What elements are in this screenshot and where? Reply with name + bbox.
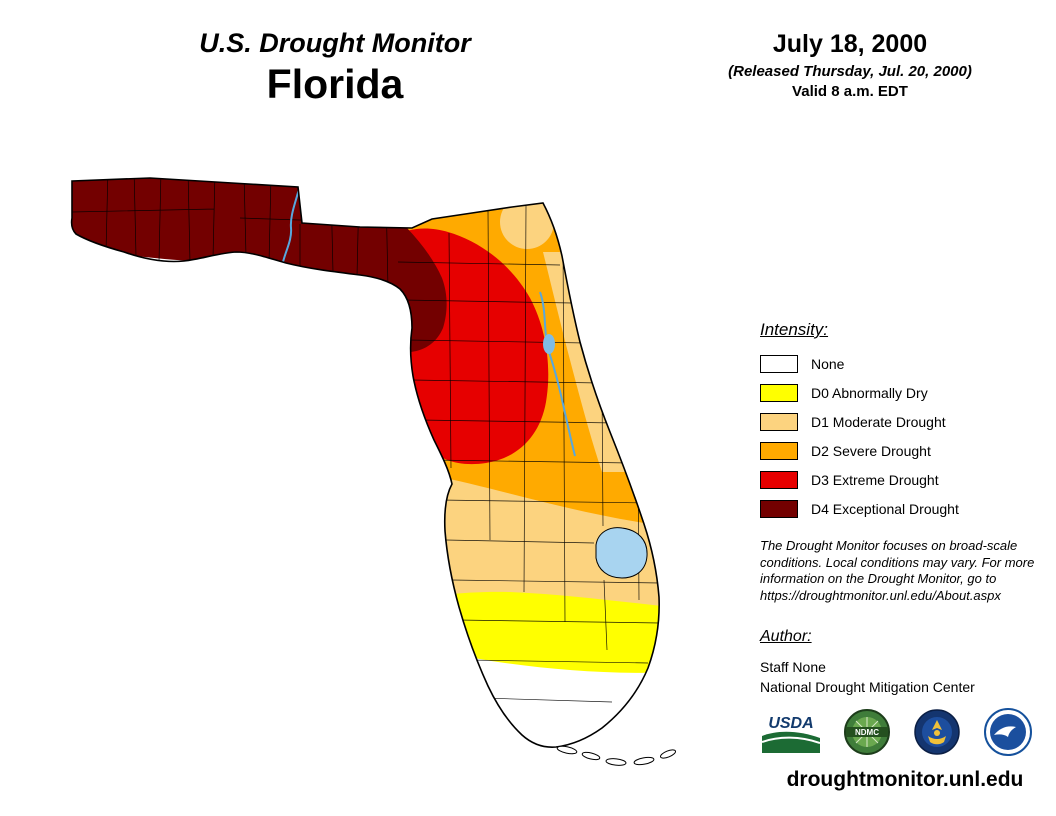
st-johns-river (539, 291, 576, 457)
map-date: July 18, 2000 (772, 30, 928, 58)
footer-url: droughtmonitor.unl.edu (786, 768, 1024, 791)
author-organization: National Drought Mitigation Center (760, 679, 975, 696)
noaa-logo (984, 708, 1032, 756)
legend-heading: Intensity: (760, 320, 829, 339)
drought-region-d1-north-patch (500, 195, 554, 249)
legend-swatch-d0 (760, 384, 798, 402)
released-date: (Released Thursday, Jul. 20, 2000) (728, 63, 972, 80)
legend-item: D3 Extreme Drought (760, 471, 959, 489)
county-borders (71, 178, 389, 289)
legend-label-d1: D1 Moderate Drought (811, 414, 946, 430)
florida-keys (556, 745, 677, 766)
legend-swatch-d4 (760, 500, 798, 518)
legend-item: D2 Severe Drought (760, 442, 959, 460)
valid-time: Valid 8 a.m. EDT (792, 83, 908, 100)
region-title: Florida (266, 61, 404, 107)
author-name: Staff None (760, 659, 826, 675)
svg-text:USDA: USDA (768, 715, 813, 732)
legend-item: None (760, 355, 959, 373)
legend-swatch-d2 (760, 442, 798, 460)
author-heading: Author: (760, 628, 812, 645)
legend-label-d4: D4 Exceptional Drought (811, 501, 959, 517)
title-block: U.S. Drought Monitor Florida (120, 28, 550, 108)
legend: Intensity: None D0 Abnormally Dry D1 Mod… (760, 320, 959, 529)
legend-swatch-d1 (760, 413, 798, 431)
legend-item: D1 Moderate Drought (760, 413, 959, 431)
author-block: Author: Staff None National Drought Miti… (760, 628, 975, 698)
coastal-river (617, 385, 627, 423)
legend-item: D4 Exceptional Drought (760, 500, 959, 518)
legend-label-d2: D2 Severe Drought (811, 443, 931, 459)
page-title: U.S. Drought Monitor (199, 28, 471, 58)
disclaimer-text: The Drought Monitor focuses on broad-sca… (760, 538, 1035, 603)
logos-row: USDA NDMC (762, 708, 1032, 756)
legend-item: D0 Abnormally Dry (760, 384, 959, 402)
legend-label-d0: D0 Abnormally Dry (811, 385, 928, 401)
usda-logo: USDA (762, 711, 820, 753)
date-block: July 18, 2000 (Released Thursday, Jul. 2… (700, 30, 1000, 100)
commerce-seal-logo (914, 709, 960, 755)
legend-swatch-d3 (760, 471, 798, 489)
lake-okeechobee (595, 527, 648, 579)
river-lake (543, 334, 555, 354)
svg-text:NDMC: NDMC (855, 728, 879, 737)
county-borders (397, 261, 660, 703)
legend-label-d3: D3 Extreme Drought (811, 472, 939, 488)
legend-swatch-none (760, 355, 798, 373)
ndmc-logo: NDMC (844, 709, 890, 755)
legend-label-none: None (811, 356, 845, 372)
